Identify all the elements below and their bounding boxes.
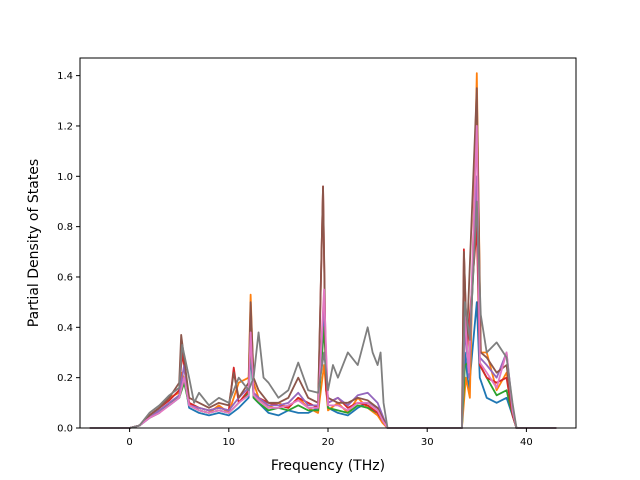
y-axis-ticks: 0.0 0.2 0.4 0.6 0.8 1.0 1.2 1.4 (57, 71, 80, 435)
y-tick-label: 0.2 (57, 373, 73, 384)
y-tick-label: 1.2 (57, 121, 73, 132)
x-tick-label: 30 (421, 437, 434, 448)
x-tick-label: 40 (520, 437, 533, 448)
x-axis-ticks: 0 10 20 30 40 (126, 428, 533, 448)
y-tick-label: 0.4 (57, 323, 73, 334)
pdos-series-6 (89, 87, 557, 429)
series-layer (89, 72, 557, 429)
x-tick-label: 10 (222, 437, 235, 448)
pdos-series-8 (89, 200, 557, 429)
y-tick-label: 1.0 (57, 172, 73, 183)
x-tick-label: 0 (126, 437, 132, 448)
pdos-series-7 (89, 125, 557, 429)
y-tick-label: 0.6 (57, 272, 73, 283)
x-axis-title: Frequency (THz) (271, 458, 385, 474)
y-tick-label: 0.0 (57, 424, 73, 435)
y-tick-label: 0.8 (57, 222, 73, 233)
y-axis-title: Partial Density of States (26, 159, 42, 327)
x-tick-label: 20 (322, 437, 335, 448)
y-tick-label: 1.4 (57, 71, 73, 82)
